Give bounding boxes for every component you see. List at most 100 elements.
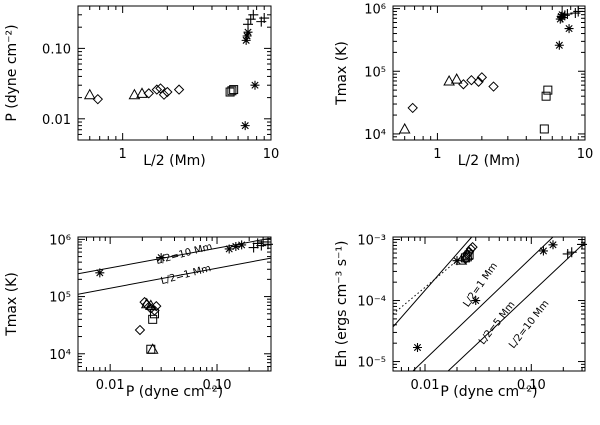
diamond-marker <box>458 79 469 90</box>
plot-pressure-vs-halflength: L/2 (Mm) P (dyne cm⁻²) 1 10 0.01 0.10 <box>4 5 280 169</box>
scaling-law-line <box>78 257 271 295</box>
diamond-marker <box>92 93 104 105</box>
plus-marker <box>577 239 588 250</box>
axis-ticks <box>77 237 271 372</box>
asterisk-marker <box>548 240 558 250</box>
y-tick-label: 10⁻⁴ <box>357 295 386 310</box>
x-axis-label: P (dyne cm⁻²) <box>440 384 537 400</box>
annotation-label: L/2=1 Mm <box>160 263 213 287</box>
data-markers <box>95 236 274 354</box>
axis-ticks <box>392 237 585 372</box>
plot-frame <box>392 236 586 372</box>
diamond-marker <box>155 83 166 94</box>
scaling-law-line <box>412 237 554 371</box>
x-tick-label: 1 <box>433 147 441 162</box>
scaling-law-line <box>447 241 585 371</box>
asterisk-marker <box>554 40 564 50</box>
plus-marker <box>263 239 274 250</box>
plot-frame <box>77 5 272 141</box>
x-tick-label: 0.01 <box>411 378 440 393</box>
asterisk-marker <box>412 342 422 352</box>
plus-marker <box>243 19 254 30</box>
triangle-marker <box>128 88 141 100</box>
diamond-marker <box>467 241 478 253</box>
plus-marker <box>573 6 584 17</box>
asterisk-marker <box>243 27 253 37</box>
asterisk-marker <box>555 14 565 24</box>
diamond-marker <box>134 324 146 336</box>
asterisk-marker <box>564 24 574 34</box>
asterisk-marker <box>538 246 548 256</box>
square-marker <box>539 124 549 134</box>
asterisk-marker <box>241 35 251 45</box>
scaling-law-line <box>393 237 473 328</box>
square-marker <box>146 344 156 354</box>
data-markers <box>83 9 270 131</box>
square-marker <box>148 314 158 324</box>
plus-marker <box>248 9 259 20</box>
diamond-marker <box>466 74 477 86</box>
asterisk-marker <box>237 240 247 250</box>
x-tick-label: 10 <box>577 147 594 162</box>
asterisk-marker <box>231 242 241 252</box>
triangle-marker <box>83 88 96 100</box>
plot-frame <box>392 5 586 141</box>
y-tick-label: 10⁵ <box>49 291 71 306</box>
asterisk-marker <box>95 268 105 278</box>
dotted-fit-line <box>393 260 458 315</box>
y-tick-label: 10⁴ <box>364 128 386 143</box>
diamond-marker <box>407 102 418 114</box>
asterisk-marker <box>471 296 481 306</box>
plus-marker <box>259 13 270 24</box>
square-marker <box>227 86 237 96</box>
plus-marker <box>248 242 259 253</box>
y-tick-label: 10⁴ <box>49 348 71 363</box>
x-axis-label: L/2 (Mm) <box>143 153 206 169</box>
plus-marker <box>245 14 256 25</box>
y-tick-label: 10⁶ <box>49 233 71 248</box>
x-axis-label: P (dyne cm⁻²) <box>126 384 223 400</box>
diamond-marker <box>476 72 488 83</box>
x-tick-label: 0.01 <box>96 378 125 393</box>
square-marker <box>543 85 553 95</box>
y-axis-label: Eh (ergs cm⁻³ s⁻¹) <box>334 241 350 368</box>
diamond-marker <box>488 81 499 92</box>
triangle-marker <box>450 73 463 84</box>
x-tick-label: 0.10 <box>517 378 546 393</box>
plus-marker <box>559 10 570 21</box>
data-markers <box>398 6 584 134</box>
y-axis-label: Tmax (K) <box>4 272 20 337</box>
y-axis-label: P (dyne cm⁻²) <box>4 24 20 121</box>
plus-marker <box>566 247 577 258</box>
annotation-label: L/2=1 Mm <box>461 261 500 310</box>
diamond-marker <box>162 86 173 98</box>
y-tick-label: 10⁻⁵ <box>357 356 386 371</box>
diamond-marker <box>143 88 154 99</box>
y-axis-label: Tmax (K) <box>334 41 350 106</box>
asterisk-marker <box>250 80 260 90</box>
triangle-marker <box>136 87 148 98</box>
triangle-marker <box>398 122 411 134</box>
plus-marker <box>570 8 581 19</box>
y-tick-label: 0.10 <box>42 42 71 57</box>
square-marker <box>462 252 472 262</box>
plot-heating-vs-pressure: P (dyne cm⁻²) Eh (ergs cm⁻³ s⁻¹) L/2=1 M… <box>334 234 588 400</box>
plus-marker <box>562 248 573 259</box>
plus-marker <box>258 236 269 247</box>
diamond-marker <box>158 89 170 100</box>
y-tick-label: 0.01 <box>42 113 71 128</box>
plot-tmax-vs-pressure: P (dyne cm⁻²) Tmax (K) L/2=10 Mm L/2=1 M… <box>4 233 274 400</box>
asterisk-marker <box>224 244 234 254</box>
square-marker <box>541 91 551 101</box>
plus-marker <box>562 8 573 19</box>
axis-ticks <box>77 5 272 141</box>
x-tick-label: 10 <box>263 147 280 162</box>
asterisk-marker <box>242 31 252 41</box>
axis-ticks <box>392 6 586 141</box>
asterisk-marker <box>556 11 566 21</box>
diamond-marker <box>151 84 163 95</box>
diamond-marker <box>151 300 162 312</box>
x-tick-label: 0.10 <box>203 378 232 393</box>
reference-lines <box>393 237 585 371</box>
